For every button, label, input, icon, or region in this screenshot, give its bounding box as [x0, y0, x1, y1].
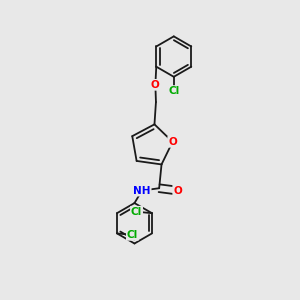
Text: O: O — [151, 80, 160, 90]
Text: O: O — [173, 186, 182, 196]
Text: Cl: Cl — [131, 207, 142, 217]
Text: Cl: Cl — [127, 230, 138, 240]
Text: Cl: Cl — [168, 86, 179, 96]
Text: NH: NH — [133, 186, 151, 196]
Text: O: O — [168, 137, 177, 147]
